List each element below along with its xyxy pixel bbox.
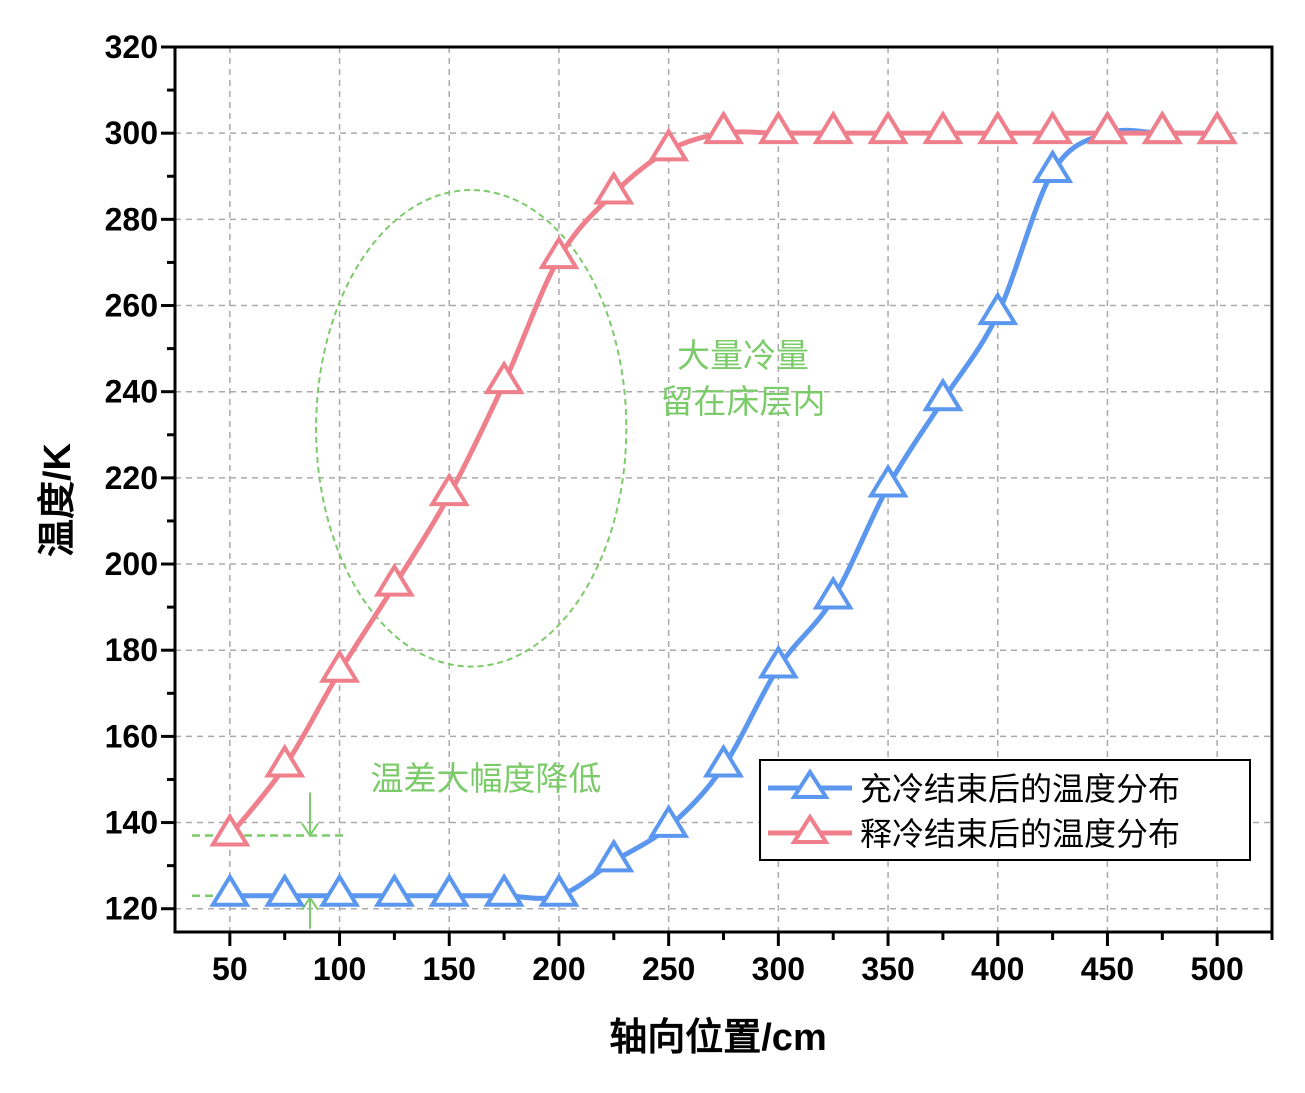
data-point-marker-1 [922, 110, 964, 145]
x-tick-label: 450 [1081, 951, 1134, 987]
data-point-marker-0 [922, 377, 964, 412]
data-point-marker-1 [1141, 110, 1183, 145]
data-point-marker-1 [428, 472, 470, 507]
data-point-marker-0 [812, 575, 854, 610]
data-point-marker-0 [702, 743, 745, 778]
y-tick-label: 240 [105, 374, 158, 410]
annotation-diff: 温差大幅度降低 [371, 760, 602, 797]
data-point-marker-1 [977, 110, 1019, 145]
x-tick-label: 50 [212, 951, 248, 987]
data-point-marker-1 [483, 360, 525, 395]
data-point-marker-0 [1032, 149, 1074, 183]
data-point-marker-1 [702, 110, 745, 145]
data-point-marker-1 [318, 648, 361, 683]
x-tick-label: 400 [971, 951, 1024, 987]
data-point-marker-0 [428, 872, 470, 907]
data-point-marker-1 [1196, 110, 1238, 145]
data-point-marker-1 [1086, 110, 1129, 145]
legend-label-charge: 充冷结束后的温度分布 [860, 771, 1180, 807]
data-point-marker-1 [648, 127, 690, 162]
y-tick-label: 120 [105, 891, 158, 927]
y-tick-label: 200 [105, 546, 158, 582]
data-point-marker-0 [977, 291, 1019, 326]
data-point-marker-1 [373, 562, 415, 597]
series-line-0 [229, 127, 1218, 901]
y-tick-label: 160 [105, 718, 158, 754]
data-point-marker-0 [373, 872, 415, 907]
y-tick-label: 320 [105, 29, 158, 65]
data-point-marker-0 [593, 838, 635, 873]
legend-marker-discharge [790, 813, 830, 844]
annotation-ellipse [315, 189, 628, 668]
data-point-marker-0 [264, 872, 306, 907]
data-point-marker-1 [757, 110, 799, 145]
data-point-marker-1 [264, 743, 306, 778]
data-point-marker-1 [538, 235, 580, 270]
data-point-marker-1 [867, 110, 909, 145]
data-point-marker-0 [318, 872, 361, 907]
legend-label-discharge: 释冷结束后的温度分布 [860, 816, 1180, 852]
data-point-marker-1 [1032, 110, 1074, 145]
data-point-marker-0 [867, 463, 909, 498]
y-tick-label: 300 [105, 115, 158, 151]
arrow-down-icon [301, 792, 319, 838]
y-tick-label: 180 [105, 632, 158, 668]
y-tick-label: 140 [105, 805, 158, 841]
y-tick-label: 260 [105, 288, 158, 324]
x-tick-label: 300 [752, 951, 805, 987]
y-tick-label: 280 [105, 201, 158, 237]
x-tick-label: 200 [532, 951, 585, 987]
series-layer [209, 110, 1238, 907]
data-point-marker-1 [812, 110, 854, 145]
y-axis-label: 温度/K [37, 442, 79, 557]
x-tick-label: 250 [642, 951, 695, 987]
data-point-marker-0 [648, 804, 690, 838]
x-tick-label: 350 [861, 951, 914, 987]
data-point-marker-0 [538, 872, 580, 907]
x-tick-label: 150 [423, 951, 476, 987]
data-point-marker-0 [757, 644, 799, 679]
data-point-marker-1 [209, 812, 251, 847]
data-point-marker-0 [209, 872, 251, 907]
annotation-region-line2: 留在床层内 [661, 383, 826, 420]
data-point-marker-0 [483, 872, 525, 907]
legend: 充冷结束后的温度分布 释冷结束后的温度分布 [759, 759, 1251, 861]
legend-box [759, 759, 1251, 861]
axis-ticks: 50 100 150 200 250 300 350 400 450 500 120 140 160 18… [105, 29, 1274, 987]
x-tick-label: 100 [313, 951, 366, 987]
series-line-1 [227, 129, 1218, 838]
arrow-up-icon [301, 896, 319, 929]
x-tick-label: 500 [1190, 951, 1243, 987]
data-point-marker-1 [593, 170, 635, 205]
annotation-region-line1: 大量冷量 [677, 337, 809, 374]
legend-marker-charge [790, 768, 830, 799]
x-axis-label: 轴向位置/cm [609, 1017, 826, 1059]
y-tick-label: 220 [105, 460, 158, 496]
